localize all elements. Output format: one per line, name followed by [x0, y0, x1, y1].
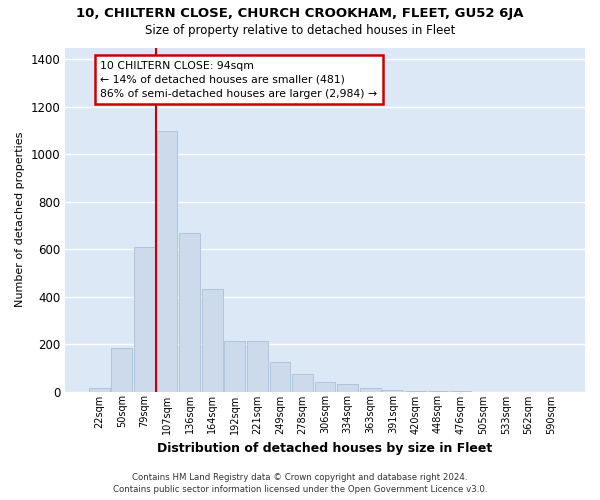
Text: 10, CHILTERN CLOSE, CHURCH CROOKHAM, FLEET, GU52 6JA: 10, CHILTERN CLOSE, CHURCH CROOKHAM, FLE…	[76, 8, 524, 20]
Text: Contains HM Land Registry data © Crown copyright and database right 2024.
Contai: Contains HM Land Registry data © Crown c…	[113, 472, 487, 494]
X-axis label: Distribution of detached houses by size in Fleet: Distribution of detached houses by size …	[157, 442, 493, 455]
Bar	[269, 362, 290, 392]
Bar	[337, 384, 358, 392]
Bar	[405, 391, 426, 392]
Bar	[157, 130, 178, 392]
Bar	[179, 232, 200, 392]
Y-axis label: Number of detached properties: Number of detached properties	[15, 132, 25, 307]
Bar	[134, 247, 155, 392]
Bar	[292, 374, 313, 392]
Bar	[112, 348, 132, 392]
Bar	[314, 382, 335, 392]
Bar	[360, 388, 380, 392]
Bar	[89, 388, 110, 392]
Bar	[224, 340, 245, 392]
Bar	[202, 290, 223, 392]
Text: 10 CHILTERN CLOSE: 94sqm
← 14% of detached houses are smaller (481)
86% of semi-: 10 CHILTERN CLOSE: 94sqm ← 14% of detach…	[100, 60, 377, 98]
Bar	[247, 340, 268, 392]
Text: Size of property relative to detached houses in Fleet: Size of property relative to detached ho…	[145, 24, 455, 37]
Bar	[382, 390, 403, 392]
